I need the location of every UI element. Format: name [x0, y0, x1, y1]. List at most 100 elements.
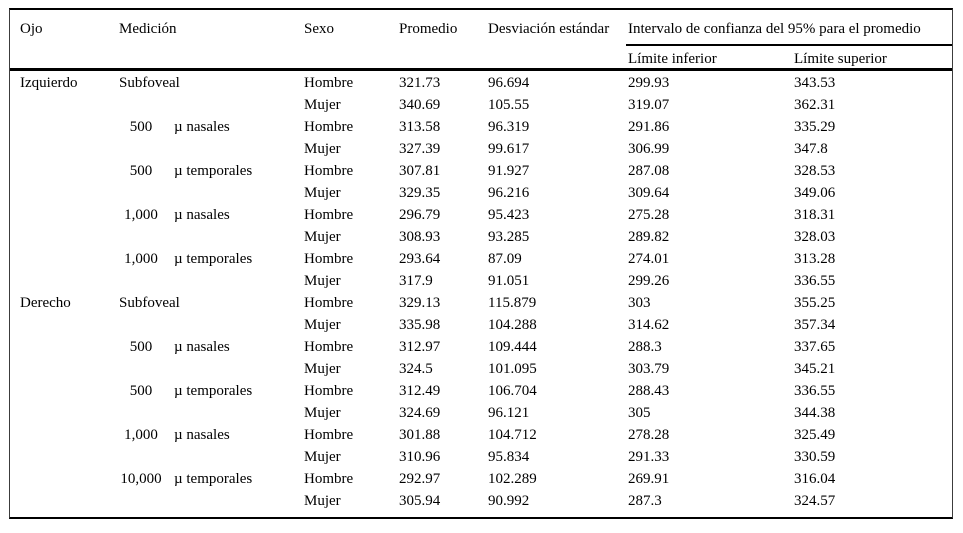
limite-inferior-cell: 291.33	[628, 449, 670, 465]
desviacion-cell: 104.712	[488, 427, 537, 443]
limite-inferior-cell: 288.43	[628, 383, 670, 399]
col-header-intervalo-group: Intervalo de confianza del 95% para el p…	[628, 21, 921, 37]
limite-inferior-cell: 299.93	[628, 75, 670, 91]
promedio-cell: 293.64	[399, 251, 441, 267]
sexo-cell: Hombre	[304, 383, 354, 399]
sexo-cell: Hombre	[304, 75, 354, 91]
limite-inferior-cell: 275.28	[628, 207, 670, 223]
sexo-cell: Hombre	[304, 251, 354, 267]
desviacion-cell: 87.09	[488, 251, 522, 267]
statistics-table: Ojo Medición Sexo Promedio Desviación es…	[9, 8, 953, 519]
promedio-cell: 327.39	[399, 141, 441, 157]
limite-superior-cell: 325.49	[794, 427, 836, 443]
promedio-cell: 324.5	[399, 361, 433, 377]
limite-superior-cell: 318.31	[794, 207, 836, 223]
sexo-cell: Hombre	[304, 207, 354, 223]
table-row: Mujer 310.96 95.834 291.33 330.59	[10, 446, 952, 468]
limite-inferior-cell: 278.28	[628, 427, 670, 443]
sexo-cell: Hombre	[304, 119, 354, 135]
limite-superior-cell: 316.04	[794, 471, 836, 487]
limite-superior-cell: 336.55	[794, 383, 836, 399]
limite-inferior-cell: 299.26	[628, 273, 670, 289]
desviacion-cell: 95.834	[488, 449, 530, 465]
limite-superior-cell: 324.57	[794, 493, 836, 509]
desviacion-cell: 105.55	[488, 97, 530, 113]
promedio-cell: 329.35	[399, 185, 441, 201]
table-row: Mujer 324.69 96.121 305 344.38	[10, 402, 952, 424]
desviacion-cell: 93.285	[488, 229, 530, 245]
limite-inferior-cell: 291.86	[628, 119, 670, 135]
promedio-cell: 310.96	[399, 449, 441, 465]
table-body: Izquierdo Subfoveal Hombre 321.73 96.694 299.…	[10, 71, 952, 512]
limite-inferior-cell: 274.01	[628, 251, 670, 267]
promedio-cell: 305.94	[399, 493, 441, 509]
sexo-cell: Mujer	[304, 317, 341, 333]
sexo-cell: Mujer	[304, 493, 341, 509]
sexo-cell: Mujer	[304, 229, 341, 245]
desviacion-cell: 102.289	[488, 471, 537, 487]
limite-inferior-cell: 303.79	[628, 361, 670, 377]
table-row: Mujer 317.9 91.051 299.26 336.55	[10, 270, 952, 292]
promedio-cell: 307.81	[399, 163, 441, 179]
limite-inferior-cell: 288.3	[628, 339, 662, 355]
medicion-amount-cell: 10,000	[120, 471, 162, 487]
medicion-label-cell: µ temporales	[174, 251, 253, 267]
medicion-label-cell: µ nasales	[174, 339, 230, 355]
promedio-cell: 292.97	[399, 471, 441, 487]
sexo-cell: Mujer	[304, 185, 341, 201]
desviacion-cell: 115.879	[488, 295, 537, 311]
medicion-label-cell: µ temporales	[174, 383, 253, 399]
desviacion-cell: 96.694	[488, 75, 530, 91]
desviacion-cell: 101.095	[488, 361, 537, 377]
sexo-cell: Mujer	[304, 449, 341, 465]
table-row: 500 µ nasales Hombre 312.97 109.444 288.3 337.…	[10, 336, 952, 358]
medicion-label-cell: µ temporales	[174, 163, 253, 179]
limite-inferior-cell: 269.91	[628, 471, 670, 487]
limite-inferior-cell: 287.3	[628, 493, 662, 509]
col-header-limite-inferior: Límite inferior	[628, 51, 717, 67]
limite-inferior-cell: 287.08	[628, 163, 670, 179]
medicion-label-cell: µ temporales	[174, 471, 253, 487]
limite-superior-cell: 335.29	[794, 119, 836, 135]
col-header-sexo: Sexo	[304, 21, 334, 37]
table-row: Izquierdo Subfoveal Hombre 321.73 96.694 299.…	[10, 72, 952, 94]
ojo-cell: Derecho	[20, 295, 71, 311]
desviacion-cell: 96.121	[488, 405, 530, 421]
medicion-amount-cell: 500	[129, 119, 153, 135]
desviacion-cell: 99.617	[488, 141, 530, 157]
medicion-amount-cell: 500	[129, 163, 153, 179]
ojo-cell: Izquierdo	[20, 75, 78, 91]
desviacion-cell: 96.319	[488, 119, 530, 135]
promedio-cell: 301.88	[399, 427, 441, 443]
limite-superior-cell: 328.03	[794, 229, 836, 245]
desviacion-cell: 109.444	[488, 339, 537, 355]
table-row: 1,000 µ nasales Hombre 301.88 104.712 278.28 3…	[10, 424, 952, 446]
desviacion-cell: 91.927	[488, 163, 530, 179]
col-header-promedio: Promedio	[399, 21, 458, 37]
table-row: 10,000 µ temporales Hombre 292.97 102.289 269…	[10, 468, 952, 490]
sexo-cell: Mujer	[304, 273, 341, 289]
promedio-cell: 308.93	[399, 229, 441, 245]
desviacion-cell: 104.288	[488, 317, 537, 333]
medicion-label-cell: µ nasales	[174, 427, 230, 443]
group-header-rule	[626, 44, 952, 46]
table-row: 500 µ nasales Hombre 313.58 96.319 291.86 335.…	[10, 116, 952, 138]
col-header-desviacion: Desviación estándar	[488, 21, 610, 37]
limite-superior-cell: 330.59	[794, 449, 836, 465]
medicion-label-cell: Subfoveal	[119, 75, 180, 91]
limite-superior-cell: 328.53	[794, 163, 836, 179]
sexo-cell: Mujer	[304, 97, 341, 113]
table-row: 1,000 µ temporales Hombre 293.64 87.09 274.01…	[10, 248, 952, 270]
limite-inferior-cell: 306.99	[628, 141, 670, 157]
table-header: Ojo Medición Sexo Promedio Desviación es…	[10, 10, 952, 71]
sexo-cell: Hombre	[304, 163, 354, 179]
limite-superior-cell: 343.53	[794, 75, 836, 91]
table-row: 1,000 µ nasales Hombre 296.79 95.423 275.28 31…	[10, 204, 952, 226]
sexo-cell: Hombre	[304, 339, 354, 355]
table-row: Mujer 327.39 99.617 306.99 347.8	[10, 138, 952, 160]
promedio-cell: 317.9	[399, 273, 433, 289]
promedio-cell: 321.73	[399, 75, 441, 91]
medicion-amount-cell: 1,000	[124, 207, 158, 223]
promedio-cell: 335.98	[399, 317, 441, 333]
limite-superior-cell: 336.55	[794, 273, 836, 289]
